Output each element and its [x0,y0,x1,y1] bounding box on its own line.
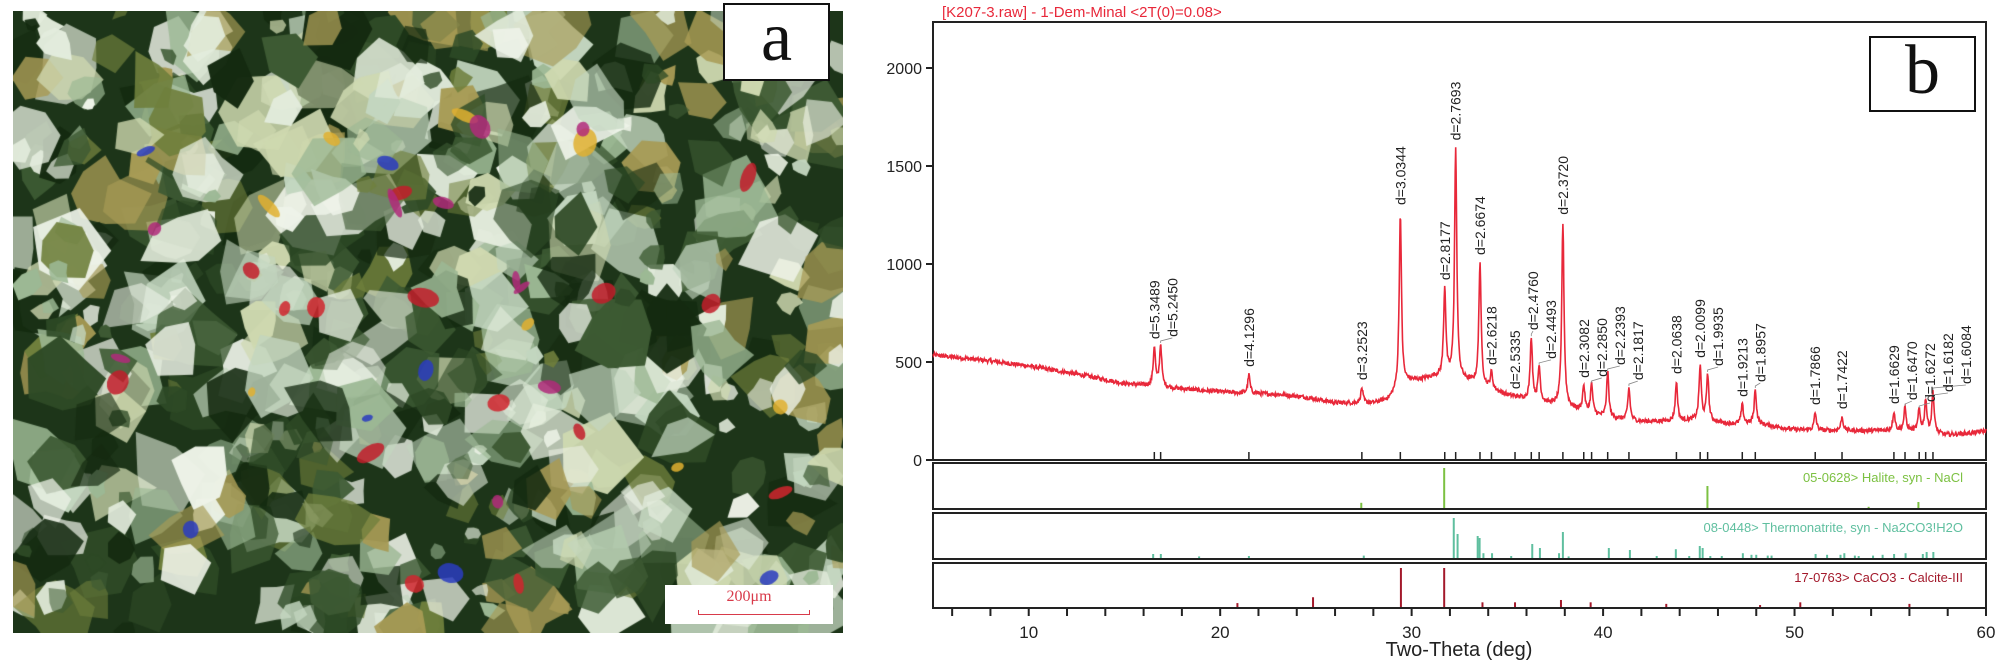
peak-label: d=2.3082 [1576,319,1592,378]
peak-label-leader [1754,382,1761,389]
reference-panel-frame [932,562,1987,609]
peak-label: d=5.2450 [1164,278,1180,337]
peak-label-leaders [1160,330,1966,409]
panel-a-label: a [723,3,830,81]
peak-label: d=2.2393 [1612,306,1628,365]
reference-pattern-name: 08-0448> Thermonatrite, syn - Na2CO3!H2O [1703,520,1963,535]
peak-label: d=1.8957 [1752,323,1768,382]
y-tick-label: 1000 [886,257,922,274]
peak-label: d=1.6084 [1958,325,1974,384]
peak-position-ticks [1153,452,1934,460]
peak-label-leader [1530,330,1534,337]
peak-label-leader [1591,377,1602,383]
peak-label-leader [1628,380,1638,387]
y-tick-label: 0 [913,453,922,470]
peak-label: d=2.7693 [1448,81,1464,140]
reference-panel-frame [932,512,1987,560]
peak-label: d=1.9213 [1734,338,1750,397]
peak-label: d=2.5335 [1507,330,1523,389]
peak-label: d=2.1817 [1630,321,1646,380]
peak-label-leader [1160,337,1173,343]
micrograph-image [13,11,843,633]
peak-label: d=3.0344 [1392,146,1408,205]
peak-label-leader [1918,402,1931,409]
peak-label-leader [1707,366,1719,372]
peak-label: d=2.6674 [1472,196,1488,255]
y-tick-label: 2000 [886,61,922,78]
x-tick-label: 10 [1019,623,1038,642]
y-tick-label: 1500 [886,159,922,176]
peak-label: d=2.4760 [1525,271,1541,330]
peak-label: d=2.6218 [1484,306,1500,365]
x-tick-label: 40 [1594,623,1613,642]
reference-patterns: 05-0628> Halite, syn - NaCl 08-0448> Ther… [932,462,1987,609]
x-tick-label: 30 [1402,623,1421,642]
peak-label: d=1.7866 [1807,346,1823,405]
scale-bar-label: 200μm [726,588,772,605]
peak-label: d=1.7422 [1834,350,1850,409]
peak-label-leader [1904,400,1913,407]
peak-label: d=1.6629 [1886,345,1902,404]
peak-labels: d=5.3489 d=5.2450 d=4.1296 d=3.2523 d=3.0344… [1146,81,1974,409]
peak-label: d=2.8177 [1437,221,1453,280]
peak-label: d=3.2523 [1354,321,1370,380]
peak-label: d=2.3720 [1555,156,1571,215]
peak-label-leader [1925,392,1948,399]
peak-label: d=2.0638 [1668,315,1684,374]
peak-label: d=1.9935 [1710,307,1726,366]
chart-title: [K207-3.raw] - 1-Dem-Minal <2T(0)=0.08> [942,4,1222,21]
peak-label: d=2.0099 [1692,299,1708,358]
x-tick-label: 60 [1977,623,1996,642]
panel-a-micrograph: 200μm [13,11,843,633]
reference-pattern-name: 05-0628> Halite, syn - NaCl [1803,470,1963,485]
peak-label: d=5.3489 [1146,280,1162,339]
peak-label-leader [1538,359,1552,365]
peak-label: d=1.6470 [1904,341,1920,400]
peak-label: d=4.1296 [1241,308,1257,367]
peak-label: d=2.4493 [1543,300,1559,359]
panel-b-label: b [1869,36,1976,112]
y-tick-label: 500 [895,355,922,372]
axes: 0 500 1000 1500 2000 10 20 30 40 50 60 [886,21,1996,642]
reference-panel-frame [932,462,1987,510]
main-plot-frame [932,21,1987,461]
reference-pattern-name: 17-0763> CaCO3 - Calcite-III [1794,570,1963,585]
peak-label: d=1.6182 [1940,333,1956,392]
peak-label-leader [1932,384,1966,390]
scale-bar: 200μm [665,585,833,624]
x-tick-label: 50 [1785,623,1804,642]
x-axis-label: Two-Theta (deg) [1386,639,1533,661]
peak-label-leader [1607,365,1620,371]
xrd-pattern-line [932,147,1987,438]
peak-label: d=1.6272 [1922,343,1938,402]
scale-bar-line [698,610,810,615]
x-tick-label: 20 [1211,623,1230,642]
peak-label: d=2.2850 [1594,318,1610,377]
